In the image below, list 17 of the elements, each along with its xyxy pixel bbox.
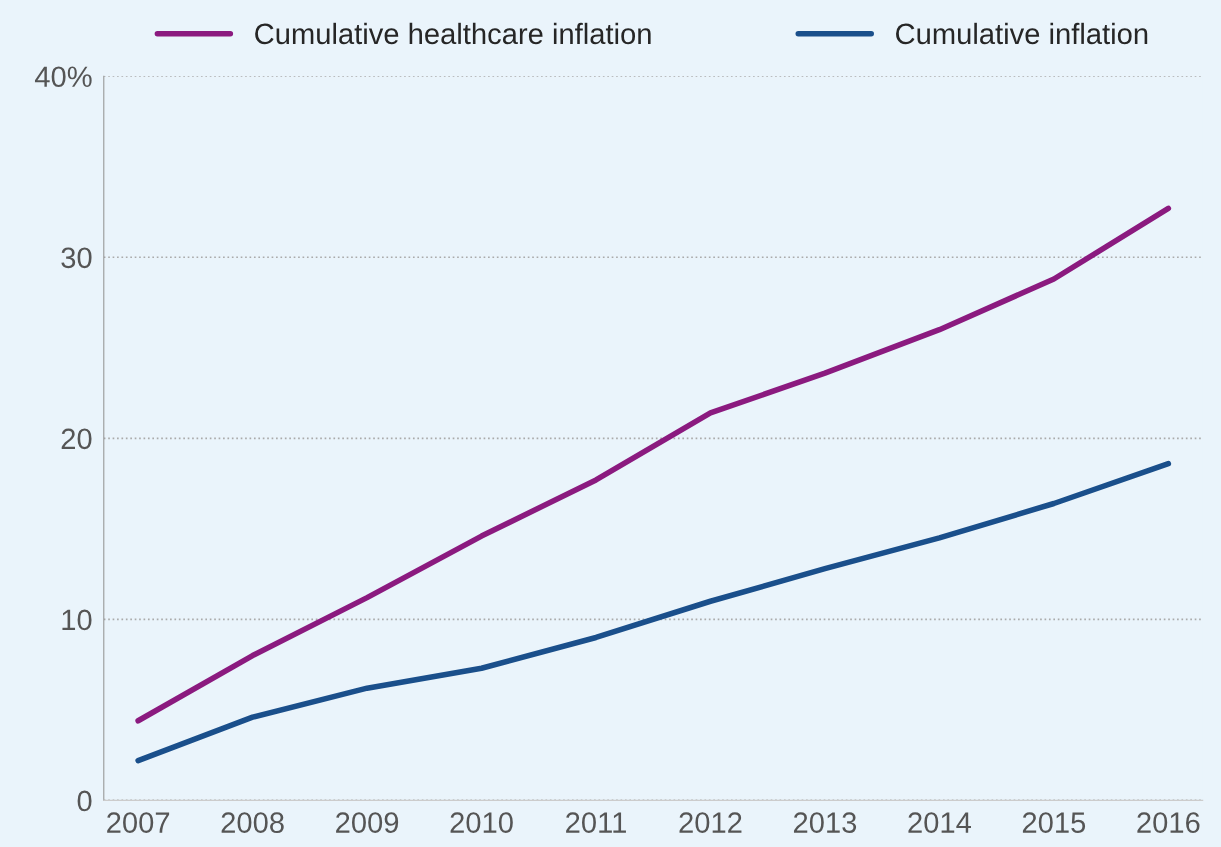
x-tick-label: 2015 xyxy=(1022,812,1086,833)
x-tick-label: 2013 xyxy=(793,812,857,833)
y-tick-label: 20 xyxy=(61,428,92,450)
y-tick-label: 0 xyxy=(77,790,92,812)
y-tick-label: 30 xyxy=(61,247,92,269)
legend-label: Cumulative inflation xyxy=(896,22,1148,45)
y-tick-label: 10 xyxy=(62,609,92,631)
x-tick-label: 2011 xyxy=(566,812,626,833)
x-tick-label: 2007 xyxy=(107,812,170,833)
x-tick-label: 2008 xyxy=(221,812,284,833)
legend-label: Cumulative healthcare inflation xyxy=(255,22,651,45)
x-tick-label: 2012 xyxy=(679,812,742,833)
x-tick-label: 2010 xyxy=(450,812,513,833)
x-tick-label: 2009 xyxy=(336,812,399,833)
x-tick-label: 2014 xyxy=(908,812,971,833)
y-tick-label: 40% xyxy=(34,66,92,88)
x-tick-label: 2016 xyxy=(1137,812,1200,833)
